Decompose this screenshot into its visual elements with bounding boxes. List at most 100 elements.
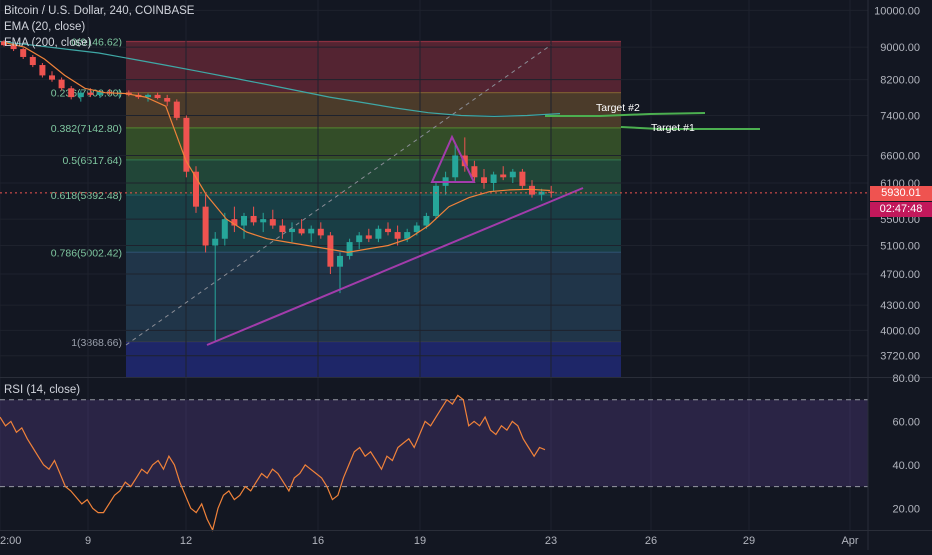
candle-body xyxy=(433,185,439,216)
target-2-label: Target #2 xyxy=(596,102,640,114)
fib-level-label: 0.5(6517.64) xyxy=(62,155,122,167)
candle-body xyxy=(490,174,497,183)
rsi-title: RSI (14, close) xyxy=(4,384,81,396)
candle-body xyxy=(394,232,401,239)
rsi-band-fill xyxy=(0,399,868,487)
target-2-line xyxy=(545,112,706,117)
x-tick-label: 12 xyxy=(180,535,192,547)
candle-body xyxy=(337,255,343,267)
candle-body xyxy=(97,91,103,95)
bar-countdown-tag: 02:47:48 xyxy=(870,202,932,217)
candle-body xyxy=(529,185,535,195)
candle-body xyxy=(356,235,363,243)
x-tick-label: Apr xyxy=(841,535,858,547)
x-tick-label: 26 xyxy=(645,535,657,547)
candle-body xyxy=(279,225,286,233)
candle-body xyxy=(471,166,478,178)
fib-zone xyxy=(126,41,621,93)
candle-body xyxy=(221,219,228,239)
candle-body xyxy=(193,171,199,207)
candle-body xyxy=(423,215,430,226)
fib-zone xyxy=(126,127,621,160)
candle-body xyxy=(404,232,411,239)
rsi-path xyxy=(0,394,546,532)
price-tick-label: 3720.00 xyxy=(880,351,920,363)
candle-body xyxy=(77,92,84,98)
fib-zone xyxy=(126,92,621,128)
x-tick-label: 16 xyxy=(312,535,324,547)
candle-body xyxy=(1,41,7,46)
legend-ema20: EMA (20, close) xyxy=(4,21,86,33)
candle-body xyxy=(39,65,46,76)
target-1-label: Target #1 xyxy=(651,122,695,134)
candle-body xyxy=(365,235,372,239)
candle-body xyxy=(548,191,555,193)
fib-zone xyxy=(126,159,621,196)
candle-body xyxy=(385,228,391,233)
price-tick-label: 10000.00 xyxy=(874,5,920,17)
x-tick-label: 2:00 xyxy=(0,535,21,547)
rsi-tick-label: 80.00 xyxy=(892,373,920,385)
grid xyxy=(0,0,868,530)
ema20-path xyxy=(3,41,551,254)
last-price-tag: 5930.01 xyxy=(870,186,932,201)
legend-symbol: Bitcoin / U.S. Dollar, 240, COINBASE xyxy=(4,5,195,17)
x-tick-label: 29 xyxy=(743,535,755,547)
price-tick-label: 9000.00 xyxy=(880,42,920,54)
drawings: Target #2 Target #1 xyxy=(0,44,868,346)
fibonacci-retracement: 0(9146.62)0.236(7900.00)0.382(7142.80)0.… xyxy=(51,36,621,377)
candle-body xyxy=(289,228,295,233)
x-tick-label: 19 xyxy=(414,535,426,547)
fib-level-label: 0.382(7142.80) xyxy=(51,123,122,135)
legend-ema200: EMA (200, close) xyxy=(4,37,92,49)
rsi-tick-label: 40.00 xyxy=(892,460,920,472)
candle-body xyxy=(20,49,27,57)
candle-body xyxy=(519,171,526,186)
target-1-line xyxy=(620,126,760,130)
candle-body xyxy=(58,79,65,89)
candle-body xyxy=(87,92,94,95)
ema200-line xyxy=(0,40,561,118)
candle-body xyxy=(308,228,315,234)
rsi-tick-label: 20.00 xyxy=(892,503,920,515)
candle-body xyxy=(509,171,516,178)
fib-zone xyxy=(126,342,621,377)
price-tick-label: 5100.00 xyxy=(880,241,920,253)
candle-body xyxy=(317,228,324,236)
candle-body xyxy=(68,88,75,98)
candle-body xyxy=(145,94,151,98)
x-tick-label: 9 xyxy=(85,535,91,547)
rsi-tick-label: 60.00 xyxy=(892,416,920,428)
candle-body xyxy=(212,238,219,246)
candle-body xyxy=(231,219,238,226)
candle-body xyxy=(29,56,36,66)
candle-body xyxy=(375,228,382,239)
candle-body xyxy=(461,155,468,167)
fib-level-label: 0.786(5002.42) xyxy=(51,247,122,259)
rsi-pane xyxy=(0,394,868,532)
candle-body xyxy=(49,75,55,80)
candle-body xyxy=(327,235,334,267)
candle-body xyxy=(413,225,420,233)
price-tick-label: 4000.00 xyxy=(880,325,920,337)
candle-body xyxy=(164,98,171,102)
fib-zone xyxy=(126,252,621,343)
candle-body xyxy=(250,215,257,223)
fib-level-label: 1(3868.66) xyxy=(71,337,122,349)
candle-body xyxy=(183,117,190,172)
pattern-triangle xyxy=(430,134,476,183)
candle-body xyxy=(452,155,459,178)
candle-body xyxy=(154,94,161,99)
price-tick-label: 7400.00 xyxy=(880,110,920,122)
candle-body xyxy=(500,174,507,178)
price-tick-label: 5500.00 xyxy=(880,214,920,226)
candle-body xyxy=(260,219,267,223)
candle-body xyxy=(269,219,276,226)
candle-body xyxy=(298,228,305,234)
price-tick-label: 4700.00 xyxy=(880,269,920,281)
support-trendline xyxy=(206,187,584,346)
candle-body xyxy=(10,45,17,50)
